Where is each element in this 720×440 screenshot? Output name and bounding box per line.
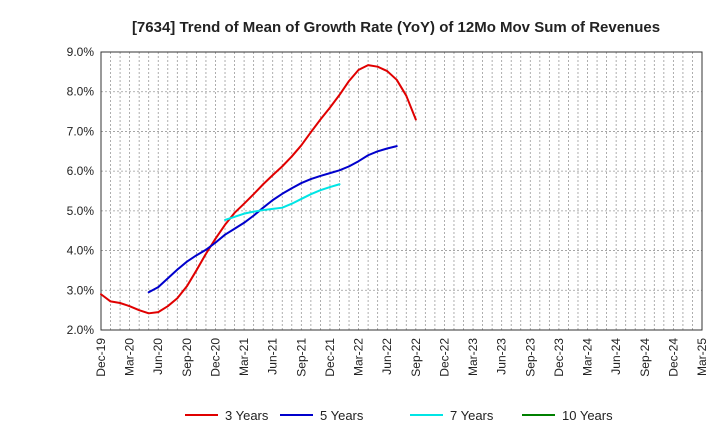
axes: 2.0% 3.0% 4.0% 5.0% 6.0% 7.0% 8.0% 9.0% Dec-19 Ma… — [67, 45, 709, 377]
y-tick-label: 4.0% — [67, 244, 95, 258]
x-tick-label: Mar-22 — [352, 338, 366, 376]
x-tick-label: Dec-24 — [666, 338, 680, 377]
grid — [100, 51, 703, 331]
x-tick-label: Mar-20 — [123, 338, 137, 376]
x-tick-label: Mar-24 — [581, 338, 595, 376]
y-tick-label: 5.0% — [67, 204, 95, 218]
x-tick-label: Jun-22 — [380, 338, 394, 375]
series-lines — [100, 64, 417, 315]
y-tick-label: 7.0% — [67, 124, 95, 138]
x-tick-label: Dec-21 — [323, 338, 337, 377]
series-line-3-years — [100, 64, 417, 315]
legend: 3 Years 5 Years 7 Years 10 Years — [185, 408, 613, 423]
x-tick-label: Dec-23 — [552, 338, 566, 377]
y-tick-label: 6.0% — [67, 164, 95, 178]
x-tick-label: Sep-23 — [523, 338, 537, 377]
x-tick-label: Mar-21 — [237, 338, 251, 376]
x-tick-label: Sep-22 — [409, 338, 423, 377]
x-tick-label: Mar-25 — [695, 338, 709, 376]
x-tick-label: Dec-22 — [437, 338, 451, 377]
x-tick-label: Sep-21 — [294, 338, 308, 377]
y-tick-label: 9.0% — [67, 45, 95, 59]
y-tick-label: 8.0% — [67, 85, 95, 99]
legend-label-3-years: 3 Years — [225, 408, 269, 423]
x-tick-label: Dec-19 — [94, 338, 108, 377]
x-tick-label: Sep-20 — [180, 338, 194, 377]
legend-label-5-years: 5 Years — [320, 408, 364, 423]
x-tick-label: Jun-24 — [609, 338, 623, 375]
series-line-7-years — [224, 183, 341, 221]
y-tick-label: 3.0% — [67, 283, 95, 297]
chart-title: [7634] Trend of Mean of Growth Rate (YoY… — [132, 19, 660, 36]
x-tick-label: Jun-20 — [151, 338, 165, 375]
x-tick-label: Jun-21 — [266, 338, 280, 375]
x-tick-label: Sep-24 — [638, 338, 652, 377]
x-tick-label: Jun-23 — [495, 338, 509, 375]
series-line-5-years — [147, 145, 398, 294]
legend-label-7-years: 7 Years — [450, 408, 494, 423]
legend-label-10-years: 10 Years — [562, 408, 613, 423]
y-tick-label: 2.0% — [67, 323, 95, 337]
x-tick-label: Mar-23 — [466, 338, 480, 376]
x-tick-label: Dec-20 — [208, 338, 222, 377]
plot-frame — [100, 51, 703, 331]
